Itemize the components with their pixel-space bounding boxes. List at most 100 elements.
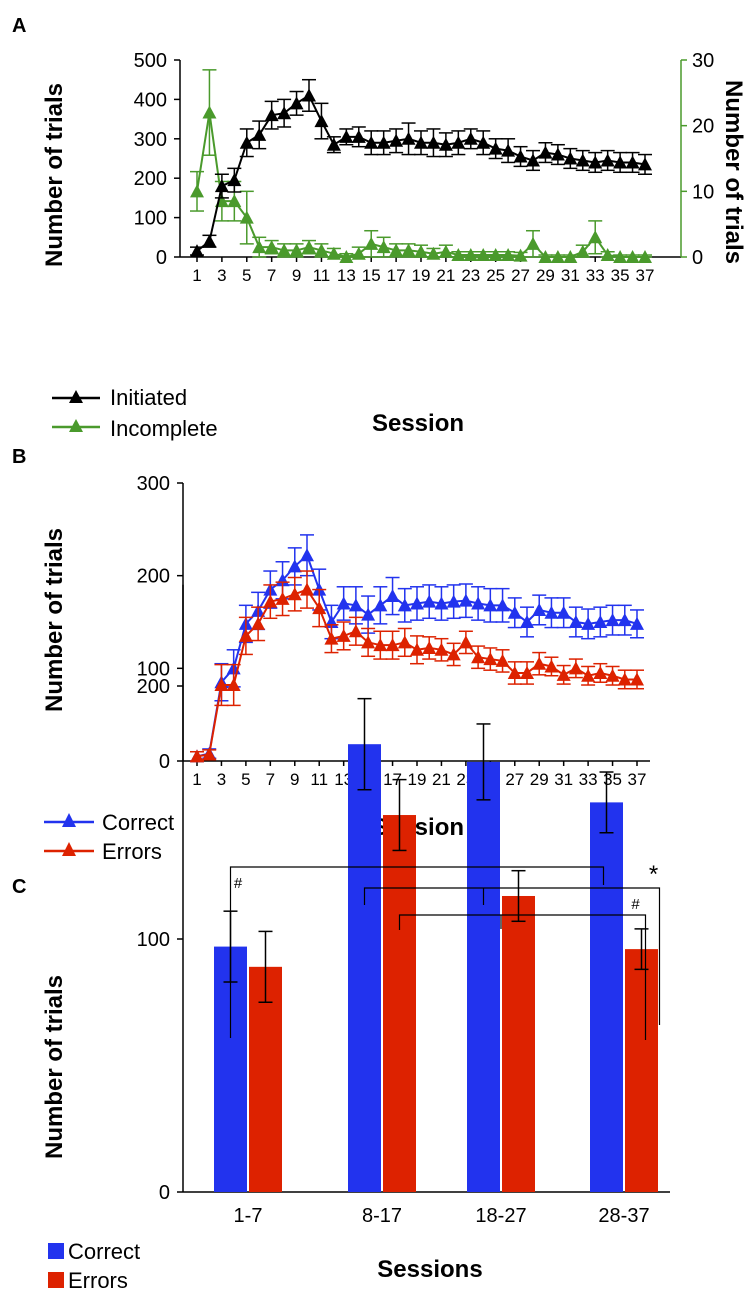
initiated-marker bbox=[314, 114, 329, 128]
panel-b-x-tick-label: 7 bbox=[266, 770, 275, 789]
incomplete-marker bbox=[277, 243, 292, 257]
incomplete-marker bbox=[401, 243, 416, 257]
legend-marker-incomplete bbox=[69, 419, 83, 432]
initiated-series bbox=[190, 78, 652, 258]
errors-series bbox=[190, 570, 644, 763]
panel-b-x-tick-label: 1 bbox=[192, 770, 201, 789]
errors-marker bbox=[446, 647, 461, 661]
correct-marker bbox=[385, 589, 400, 603]
incomplete-marker bbox=[190, 184, 204, 198]
initiated-marker bbox=[501, 143, 516, 157]
legend-marker-initiated bbox=[69, 390, 83, 403]
initiated-marker bbox=[202, 234, 217, 248]
initiated-marker bbox=[289, 96, 304, 110]
initiated-marker bbox=[389, 133, 404, 147]
initiated-marker bbox=[239, 135, 254, 149]
incomplete-marker bbox=[463, 248, 478, 262]
incomplete-marker bbox=[550, 250, 565, 263]
panel-b-x-tick-label: 33 bbox=[579, 770, 598, 789]
correct-marker bbox=[336, 596, 351, 610]
initiated-line bbox=[196, 94, 646, 252]
panel-b-y-tick-label: 100 bbox=[137, 658, 170, 680]
panel-a-x-tick-label: 21 bbox=[436, 266, 455, 285]
errors-marker bbox=[507, 665, 522, 679]
incomplete-marker bbox=[625, 250, 640, 263]
errors-bar bbox=[383, 815, 416, 1192]
legend-marker-errors bbox=[62, 842, 76, 856]
initiated-marker bbox=[613, 155, 628, 169]
panel-a-y-tick-label: 0 bbox=[156, 247, 167, 269]
initiated-marker bbox=[264, 108, 279, 122]
initiated-marker bbox=[600, 153, 615, 167]
errors-marker bbox=[324, 631, 339, 645]
panel-b-x-tick-label: 19 bbox=[408, 770, 427, 789]
legend-label-errors: Errors bbox=[102, 839, 162, 864]
panel-a-right-y-tick-label: 30 bbox=[692, 50, 714, 72]
incomplete-marker bbox=[526, 236, 540, 250]
incomplete-marker bbox=[638, 250, 652, 263]
errors-marker bbox=[495, 653, 510, 667]
incomplete-marker bbox=[501, 248, 516, 262]
errors-marker bbox=[300, 582, 314, 596]
legend-label-incomplete: Incomplete bbox=[110, 416, 218, 441]
panel-c-category-label: 18-27 bbox=[475, 1205, 526, 1227]
panel-c-y-tick-label: 100 bbox=[137, 929, 170, 951]
errors-marker bbox=[532, 656, 547, 670]
correct-marker bbox=[361, 607, 376, 621]
panel-a-y-axis-title: Number of trials bbox=[41, 83, 68, 267]
correct-bar bbox=[467, 761, 500, 1192]
initiated-marker bbox=[550, 147, 565, 161]
panel-a-x-tick-label: 15 bbox=[362, 266, 381, 285]
errors-marker bbox=[471, 650, 486, 664]
correct-marker bbox=[446, 594, 461, 608]
errors-marker bbox=[544, 659, 559, 673]
panel-a-legend: Initiated Incomplete bbox=[52, 385, 218, 441]
panel-b-x-tick-label: 21 bbox=[432, 770, 451, 789]
panel-b-legend: Correct Errors bbox=[44, 810, 174, 864]
incomplete-marker bbox=[476, 248, 491, 262]
incomplete-marker bbox=[563, 250, 578, 263]
initiated-marker bbox=[488, 141, 503, 155]
legend-item-correct: Correct bbox=[44, 810, 174, 835]
correct-marker bbox=[556, 605, 571, 619]
errors-marker bbox=[605, 668, 620, 682]
errors-marker bbox=[397, 635, 412, 649]
incomplete-marker bbox=[289, 243, 304, 257]
panel-b-x-tick-label: 37 bbox=[628, 770, 647, 789]
correct-marker bbox=[568, 615, 583, 628]
panel-a-letter: A bbox=[12, 15, 26, 37]
legend-label-errors-bar: Errors bbox=[68, 1268, 128, 1293]
panel-a-x-tick-label: 25 bbox=[486, 266, 505, 285]
errors-bar bbox=[502, 895, 535, 1192]
panel-a-x-tick-label: 1 bbox=[192, 266, 201, 285]
incomplete-marker bbox=[438, 244, 453, 258]
incomplete-marker bbox=[600, 248, 615, 262]
errors-marker bbox=[568, 661, 583, 675]
panel-a-x-tick-label: 35 bbox=[611, 266, 630, 285]
initiated-marker bbox=[638, 157, 652, 171]
correct-marker bbox=[300, 548, 314, 562]
incomplete-series bbox=[190, 69, 652, 263]
initiated-marker bbox=[526, 153, 540, 167]
errors-bar-error bbox=[634, 928, 649, 971]
correct-marker bbox=[373, 598, 388, 612]
correct-marker bbox=[397, 598, 412, 612]
initiated-marker bbox=[426, 135, 441, 149]
incomplete-marker bbox=[588, 230, 603, 244]
panel-a-x-tick-label: 31 bbox=[561, 266, 580, 285]
panel-c-y-tick-label: 0 bbox=[159, 1182, 170, 1204]
initiated-marker bbox=[351, 129, 366, 143]
correct-marker bbox=[507, 605, 522, 619]
incomplete-marker bbox=[364, 236, 379, 250]
incomplete-marker bbox=[488, 248, 503, 262]
errors-marker bbox=[348, 624, 363, 638]
incomplete-marker bbox=[351, 246, 366, 260]
panel-b-y-tick-label: 300 bbox=[137, 473, 170, 495]
initiated-marker bbox=[538, 145, 553, 159]
incomplete-marker bbox=[264, 240, 279, 254]
errors-marker bbox=[238, 628, 253, 642]
correct-marker bbox=[495, 598, 510, 612]
significance-asterisk: * bbox=[649, 861, 658, 888]
legend-label-correct: Correct bbox=[102, 810, 174, 835]
